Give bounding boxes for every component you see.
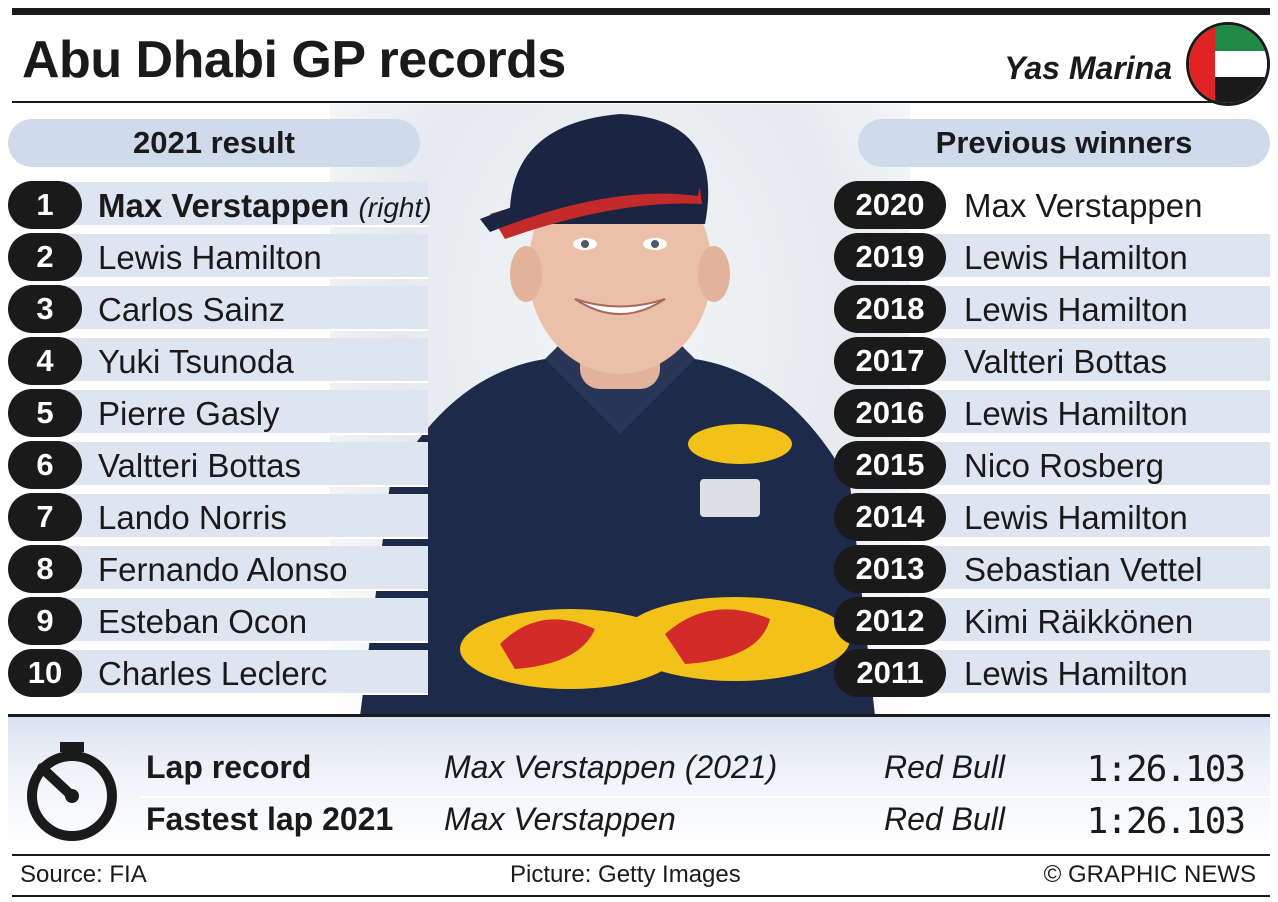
results-heading: 2021 result	[8, 119, 420, 167]
fastest-lap-time: 1:26.103	[1086, 801, 1246, 842]
driver-name: Carlos Sainz	[98, 291, 286, 328]
position-badge: 6	[8, 441, 82, 489]
lap-divider	[140, 796, 1270, 798]
position-badge: 3	[8, 285, 82, 333]
result-row: 8 Fernando Alonso	[8, 545, 428, 593]
result-row: 1 Max Verstappen (right)	[8, 181, 432, 229]
winner-name: Nico Rosberg	[964, 447, 1164, 484]
driver-name: Fernando Alonso	[98, 551, 348, 588]
driver-note: (right)	[358, 192, 432, 223]
title-rule	[12, 101, 1212, 103]
top-rule	[12, 8, 1270, 15]
position-badge: 4	[8, 337, 82, 385]
lap-record-team: Red Bull	[884, 749, 1005, 785]
winner-row: 2018 Lewis Hamilton	[834, 285, 1270, 333]
driver-name: Charles Leclerc	[98, 655, 328, 692]
lap-record-driver: Max Verstappen (2021)	[444, 749, 778, 785]
result-row: 7 Lando Norris	[8, 493, 428, 541]
year-badge: 2013	[834, 545, 946, 593]
year-badge: 2015	[834, 441, 946, 489]
publisher-credit: © GRAPHIC NEWS	[1043, 861, 1256, 888]
fastest-lap-team: Red Bull	[884, 801, 1005, 837]
driver-name: Lando Norris	[98, 499, 287, 536]
winner-name: Sebastian Vettel	[964, 551, 1203, 588]
driver-name: Valtteri Bottas	[98, 447, 301, 484]
winner-name: Valtteri Bottas	[964, 343, 1167, 380]
winner-row: 2013 Sebastian Vettel	[834, 545, 1270, 593]
year-badge: 2011	[834, 649, 946, 697]
year-badge: 2016	[834, 389, 946, 437]
position-badge: 1	[8, 181, 82, 229]
stopwatch-icon	[27, 742, 117, 841]
footer-rule	[12, 854, 1270, 856]
lap-panel	[8, 717, 1270, 848]
position-badge: 2	[8, 233, 82, 281]
winner-row: 2017 Valtteri Bottas	[834, 337, 1270, 385]
position-badge: 8	[8, 545, 82, 593]
lap-rule	[8, 714, 1270, 717]
winner-row: 2014 Lewis Hamilton	[834, 493, 1270, 541]
year-badge: 2012	[834, 597, 946, 645]
winner-name: Lewis Hamilton	[964, 499, 1188, 536]
result-row: 3 Carlos Sainz	[8, 285, 428, 333]
result-row: 2 Lewis Hamilton	[8, 233, 428, 281]
winner-row: 2016 Lewis Hamilton	[834, 389, 1270, 437]
winner-row: 2019 Lewis Hamilton	[834, 233, 1270, 281]
driver-name: Max Verstappen (right)	[98, 187, 432, 224]
result-row: 10 Charles Leclerc	[8, 649, 428, 697]
winner-name: Lewis Hamilton	[964, 291, 1188, 328]
lap-record-label: Lap record	[146, 749, 312, 785]
winner-name: Lewis Hamilton	[964, 655, 1188, 692]
result-row: 4 Yuki Tsunoda	[8, 337, 428, 385]
result-row: 5 Pierre Gasly	[8, 389, 428, 437]
bottom-rule	[12, 895, 1270, 897]
winner-name: Kimi Räikkönen	[964, 603, 1194, 640]
year-badge: 2019	[834, 233, 946, 281]
driver-photo	[330, 104, 910, 716]
lap-record-time: 1:26.103	[1086, 749, 1246, 790]
fastest-lap-label: Fastest lap 2021	[146, 801, 394, 837]
driver-photo-illustration	[360, 114, 875, 716]
winner-row: 2011 Lewis Hamilton	[834, 649, 1270, 697]
page-title: Abu Dhabi GP records	[22, 31, 566, 89]
driver-name: Lewis Hamilton	[98, 239, 322, 276]
year-badge: 2014	[834, 493, 946, 541]
winner-row: 2020 Max Verstappen	[834, 181, 1270, 229]
driver-name: Yuki Tsunoda	[98, 343, 294, 380]
winner-name: Max Verstappen	[964, 187, 1203, 224]
year-badge: 2018	[834, 285, 946, 333]
venue-label: Yas Marina	[1004, 50, 1172, 86]
source-credit: Source: FIA	[20, 861, 147, 888]
driver-name: Esteban Ocon	[98, 603, 308, 640]
position-badge: 9	[8, 597, 82, 645]
fastest-lap-driver: Max Verstappen	[444, 801, 676, 837]
picture-credit: Picture: Getty Images	[510, 861, 741, 888]
winners-heading: Previous winners	[858, 119, 1270, 167]
year-badge: 2017	[834, 337, 946, 385]
result-row: 9 Esteban Ocon	[8, 597, 428, 645]
uae-flag-icon	[1186, 22, 1270, 106]
winner-name: Lewis Hamilton	[964, 239, 1188, 276]
driver-name: Pierre Gasly	[98, 395, 280, 432]
position-badge: 7	[8, 493, 82, 541]
position-badge: 10	[8, 649, 82, 697]
year-badge: 2020	[834, 181, 946, 229]
winner-row: 2012 Kimi Räikkönen	[834, 597, 1270, 645]
result-row: 6 Valtteri Bottas	[8, 441, 428, 489]
position-badge: 5	[8, 389, 82, 437]
winner-row: 2015 Nico Rosberg	[834, 441, 1270, 489]
winner-name: Lewis Hamilton	[964, 395, 1188, 432]
